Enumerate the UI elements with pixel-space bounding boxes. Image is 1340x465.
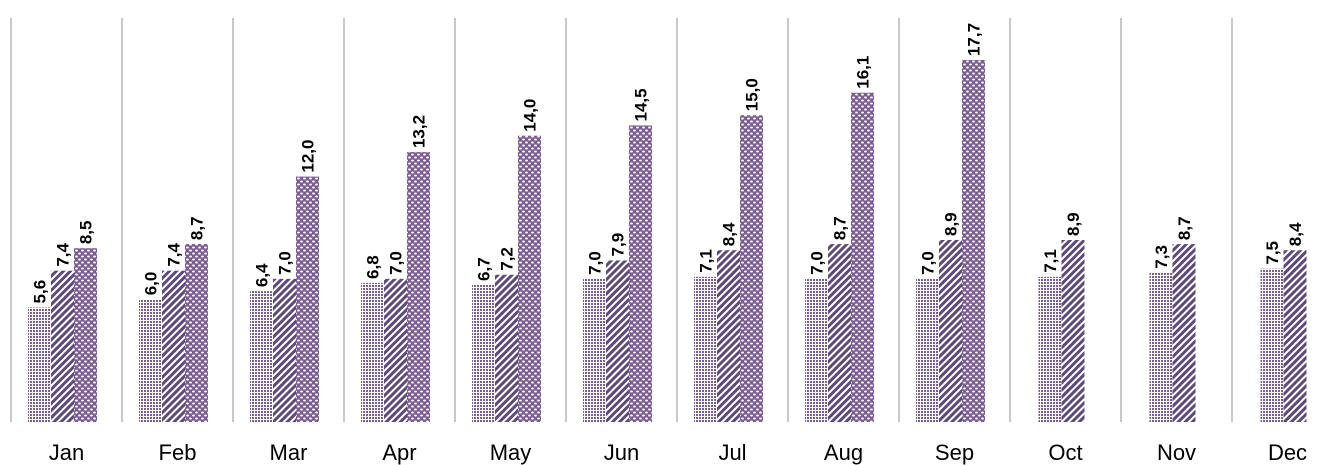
data-label: 7,0 [808,251,827,275]
bar [250,291,273,422]
bar [28,307,51,422]
bar [1061,239,1085,422]
data-label: 16,1 [854,56,873,89]
data-label: 8,4 [720,222,739,246]
data-label: 15,0 [743,78,762,111]
bar [384,278,407,422]
bar [1038,276,1062,422]
data-label: 7,0 [387,251,406,275]
bar [694,276,717,422]
bar [583,278,606,422]
x-tick-label: Jan [49,440,84,465]
data-label: 7,0 [586,251,605,275]
data-label: 8,7 [831,216,850,240]
bar [1172,244,1196,422]
x-tick-label: Apr [382,440,416,465]
bar [962,60,985,422]
data-label: 7,5 [1263,241,1282,265]
bar [296,176,319,422]
bar [51,270,74,422]
data-label: 6,0 [142,272,161,296]
data-label: 7,9 [609,233,628,257]
data-label: 13,2 [410,115,429,148]
data-label: 5,6 [31,280,50,304]
x-tick-label: Jun [604,440,639,465]
value-labels: 5,67,48,56,07,48,76,47,012,06,8 7,013,26,… [31,23,1306,304]
x-tick-label: Mar [270,440,308,465]
data-label: 8,4 [1286,222,1305,246]
bar [74,248,97,422]
bar [1260,268,1284,422]
bar [407,152,430,422]
bar [185,244,208,422]
bar [805,278,828,422]
x-tick-label: Jul [718,440,746,465]
bar [606,260,629,422]
x-tick-label: Aug [824,440,863,465]
x-tick-label: Dec [1268,440,1307,465]
x-tick-label: Oct [1048,440,1082,465]
data-label: 12,0 [299,140,318,173]
x-tick-label: Sep [935,440,974,465]
bar [162,270,185,422]
data-label: 8,7 [1175,216,1194,240]
bar [472,284,495,422]
bar [273,278,296,422]
bar [495,274,518,422]
bar [717,250,740,422]
data-label: 7,1 [1041,249,1060,273]
bar [629,125,652,422]
bar [1149,272,1173,422]
grid-lines [10,18,1233,422]
x-axis-labels: Jan Feb Mar Apr May Jun Jul Aug Sep Oct Nov Dec [49,440,1307,465]
data-label: 7,1 [697,249,716,273]
data-label: 6,4 [253,263,272,287]
data-label: 8,5 [77,221,96,245]
data-label: 17,7 [965,23,984,56]
bar [939,239,962,422]
data-label: 8,7 [188,216,207,240]
data-label: 7,4 [54,242,73,266]
bar [139,299,162,422]
data-label: 7,0 [276,251,295,275]
data-label: 7,0 [919,251,938,275]
x-tick-label: Feb [159,440,197,465]
data-label: 14,0 [521,99,540,132]
data-label: 6,7 [475,257,494,281]
data-label: 7,2 [498,247,517,271]
bar [916,278,939,422]
x-tick-label: Nov [1157,440,1196,465]
data-label: 8,9 [1064,212,1083,236]
x-tick-label: May [490,440,532,465]
data-label: 7,3 [1152,245,1171,269]
bar [1283,250,1307,422]
data-label: 6,8 [364,255,383,279]
bar [851,92,874,422]
bars [28,60,1307,422]
data-label: 14,5 [632,88,651,121]
bar [740,115,763,422]
data-label: 7,4 [165,242,184,266]
data-label: 8,9 [942,212,961,236]
bar [361,282,384,422]
bar [518,135,541,422]
bar [828,244,851,422]
